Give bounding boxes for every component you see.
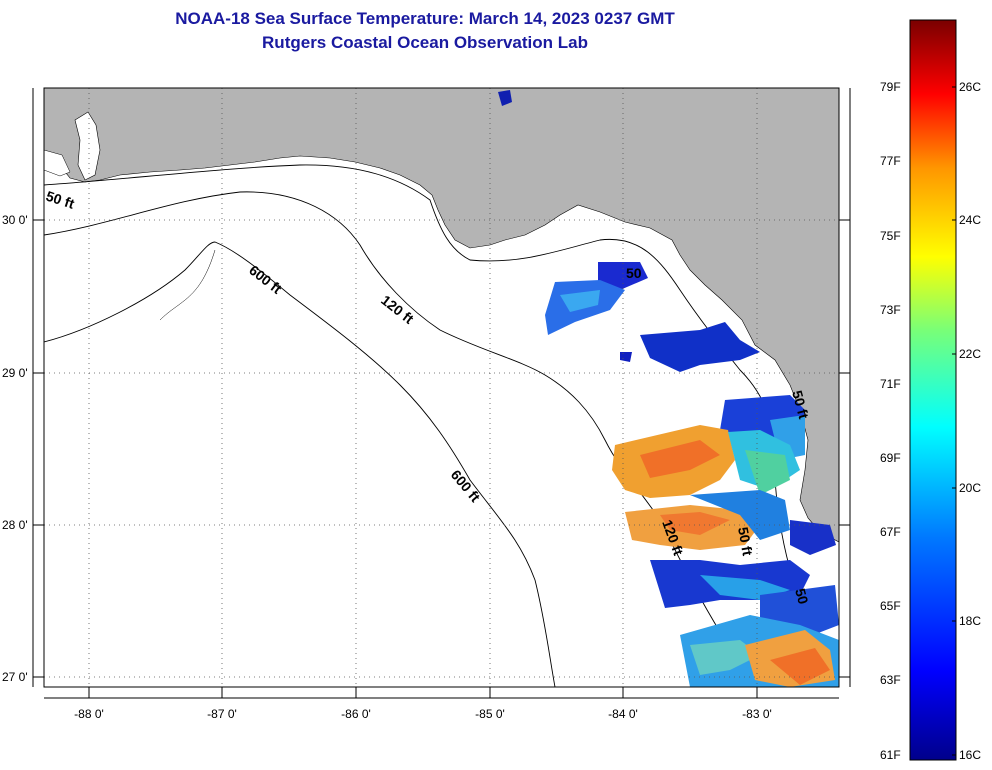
contour-label: 50 ft bbox=[735, 526, 756, 557]
lat-label: 27 0' bbox=[2, 670, 28, 684]
colorbar-f-label: 67F bbox=[880, 525, 901, 539]
colorbar-c-label: 24C bbox=[959, 213, 981, 227]
lat-label: 28 0' bbox=[2, 518, 28, 532]
lon-label: -85 0' bbox=[475, 707, 505, 721]
contour-label: 50 bbox=[626, 265, 642, 281]
colorbar-f-label: 73F bbox=[880, 303, 901, 317]
map-frame bbox=[43, 87, 840, 688]
colorbar-f-label: 65F bbox=[880, 599, 901, 613]
colorbar-ticks bbox=[952, 86, 956, 756]
colorbar-c-label: 20C bbox=[959, 481, 981, 495]
colorbar bbox=[909, 19, 957, 761]
colorbar-c-label: 16C bbox=[959, 748, 981, 762]
sst-data bbox=[498, 90, 839, 687]
colorbar-f-label: 77F bbox=[880, 154, 901, 168]
lon-label: -83 0' bbox=[742, 707, 772, 721]
lat-label: 29 0' bbox=[2, 366, 28, 380]
contour-600ft bbox=[44, 241, 556, 687]
colorbar-c-label: 26C bbox=[959, 80, 981, 94]
land-mass bbox=[44, 88, 839, 543]
axis-ticks bbox=[32, 88, 851, 699]
colorbar-c-label: 22C bbox=[959, 347, 981, 361]
contour-label: 50 bbox=[792, 587, 812, 606]
colorbar-f-label: 75F bbox=[880, 229, 901, 243]
colorbar-f-label: 69F bbox=[880, 451, 901, 465]
colorbar-f-label: 79F bbox=[880, 80, 901, 94]
colorbar-f-label: 71F bbox=[880, 377, 901, 391]
bay-inlet-west bbox=[44, 149, 71, 177]
map-subtitle: Rutgers Coastal Ocean Observation Lab bbox=[262, 33, 588, 52]
lat-label: 30 0' bbox=[2, 213, 28, 227]
contour-label: 50 ft bbox=[789, 389, 812, 421]
lon-label: -88 0' bbox=[74, 707, 104, 721]
colorbar-f-label: 63F bbox=[880, 673, 901, 687]
lon-label: -87 0' bbox=[207, 707, 237, 721]
colorbar-c-label: 18C bbox=[959, 614, 981, 628]
map-title: NOAA-18 Sea Surface Temperature: March 1… bbox=[175, 9, 675, 28]
colorbar-f-label: 61F bbox=[880, 748, 901, 762]
contour-minor bbox=[159, 249, 216, 321]
lon-label: -84 0' bbox=[608, 707, 638, 721]
lon-label: -86 0' bbox=[341, 707, 371, 721]
bay-inlet bbox=[74, 111, 101, 181]
